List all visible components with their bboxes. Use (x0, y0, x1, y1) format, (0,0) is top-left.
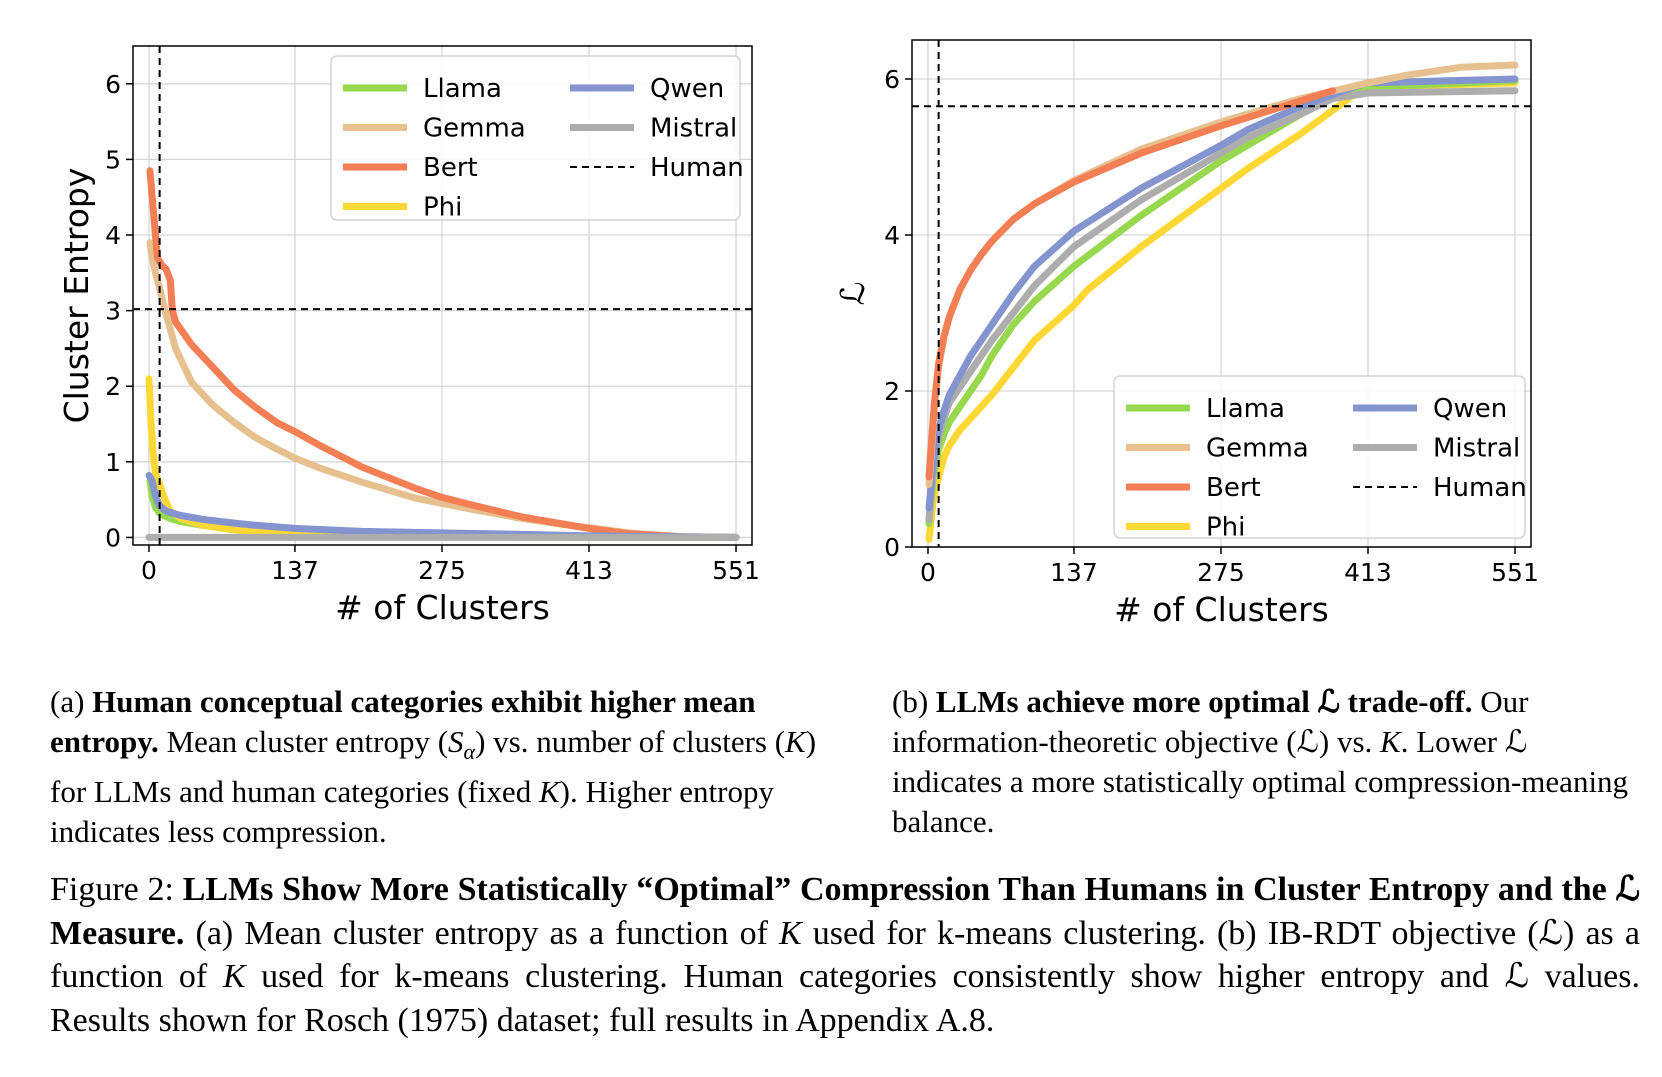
caption-a-sym1: S (448, 724, 464, 759)
a-xtick-label-3: 413 (565, 556, 613, 585)
b-ylabel: ℒ (833, 282, 872, 306)
b-xtick-label-3: 413 (1344, 558, 1392, 587)
caption-b-sym1: K (1380, 724, 1401, 759)
b-series-phi (925, 79, 1519, 543)
caption-a-sub1: α (463, 739, 476, 765)
a-xtick-label-4: 551 (712, 556, 760, 585)
a-ytick-label-1: 1 (105, 448, 121, 477)
figure-caption-bold: LLMs Show More Statistically “Optimal” C… (50, 871, 1640, 952)
b-legend-label-phi: Phi (1206, 513, 1245, 543)
caption-a-text1: Mean cluster entropy ( (158, 724, 449, 759)
a-ytick-label-6: 6 (105, 70, 121, 99)
a-legend-label-mistral: Mistral (650, 114, 737, 144)
figure-caption-sym1: K (779, 914, 802, 952)
chart-a-entropy: 0 137 275 413 551 0 1 2 3 4 5 6 # of Clusters Cluster… (57, 45, 760, 627)
b-legend-label-bert: Bert (1206, 473, 1261, 503)
a-legend-label-gemma: Gemma (423, 114, 526, 144)
b-legend: Llama Qwen Gemma Mistral Bert Human Phi (1113, 375, 1527, 543)
a-series-bert (146, 167, 740, 541)
a-legend-label-llama: Llama (423, 74, 502, 104)
a-legend-label-bert: Bert (423, 153, 478, 183)
b-legend-label-llama: Llama (1206, 394, 1285, 424)
b-xtick-label-1: 137 (1050, 558, 1098, 587)
caption-a-bold: Human conceptual categories exhibit high… (50, 684, 756, 759)
a-ytick-label-0: 0 (105, 523, 121, 552)
caption-b-text2: . Lower ℒ indicates a more statistically… (892, 724, 1629, 839)
b-legend-label-gemma: Gemma (1206, 434, 1309, 464)
caption-b-tag: (b) (892, 684, 929, 719)
b-xtick-label-0: 0 (920, 558, 936, 587)
a-ytick-label-4: 4 (105, 221, 121, 250)
caption-b-text1: Our information-theoretic objective (ℒ) … (892, 684, 1529, 759)
a-legend-box (330, 55, 741, 221)
a-xtick-label-0: 0 (141, 556, 157, 585)
caption-a: (a) Human conceptual categories exhibit … (50, 682, 820, 852)
b-xtick-label-2: 275 (1197, 558, 1245, 587)
figure-caption-tag: Figure 2: (50, 871, 183, 908)
a-ytick-label-2: 2 (105, 372, 121, 401)
figure-caption-text2: used for k-means clustering. (b) IB-RDT … (50, 914, 1640, 996)
caption-a-text4: ). Higher entropy indicates less compres… (50, 774, 774, 850)
b-xlabel: # of Clusters (1114, 590, 1329, 629)
figure-caption-sym2: K (222, 958, 246, 995)
b-series-bert (925, 87, 1337, 481)
b-legend-label-mistral: Mistral (1433, 434, 1520, 464)
caption-a-sym3: K (538, 774, 560, 810)
b-ytick-label-1: 2 (884, 377, 900, 406)
caption-a-sym2: K (785, 724, 806, 759)
a-xtick-label-2: 275 (418, 556, 466, 585)
figure-caption-text3: used for k-means clustering. Human categ… (50, 958, 1640, 1039)
caption-b-bold: LLMs achieve more optimal ℒ trade-off. (935, 684, 1473, 719)
a-xlabel: # of Clusters (335, 588, 550, 627)
a-legend-label-qwen: Qwen (650, 74, 724, 104)
b-ytick-label-0: 0 (884, 533, 900, 562)
a-ytick-label-3: 3 (105, 297, 121, 326)
chart-b-objective: 0 137 275 413 551 0 2 4 6 # of Clusters ℒ Llama Qwen… (833, 39, 1539, 629)
a-xtick-label-1: 137 (271, 556, 319, 585)
caption-a-tag: (a) (50, 684, 85, 719)
b-legend-label-human: Human (1433, 473, 1527, 503)
a-legend: Llama Qwen Gemma Mistral Bert Human Phi (330, 55, 744, 223)
b-ytick-label-2: 4 (884, 221, 900, 250)
caption-a-text2: ) vs. number of clusters ( (475, 724, 786, 759)
a-ylabel: Cluster Entropy (57, 168, 96, 424)
b-xtick-label-4: 551 (1491, 558, 1539, 587)
b-legend-label-qwen: Qwen (1433, 394, 1507, 424)
caption-a-text3: ) for LLMs and human categories (fixed (50, 724, 817, 810)
figure-caption-text1: (a) Mean cluster entropy as a function o… (184, 914, 780, 952)
a-legend-label-phi: Phi (423, 193, 462, 223)
b-legend-box (1113, 375, 1526, 539)
a-legend-label-human: Human (650, 153, 744, 183)
b-ytick-label-3: 6 (884, 65, 900, 94)
caption-b: (b) LLMs achieve more optimal ℒ trade-of… (892, 682, 1642, 842)
figure-caption: Figure 2: LLMs Show More Statistically “… (50, 868, 1640, 1042)
a-ytick-label-5: 5 (105, 145, 121, 174)
